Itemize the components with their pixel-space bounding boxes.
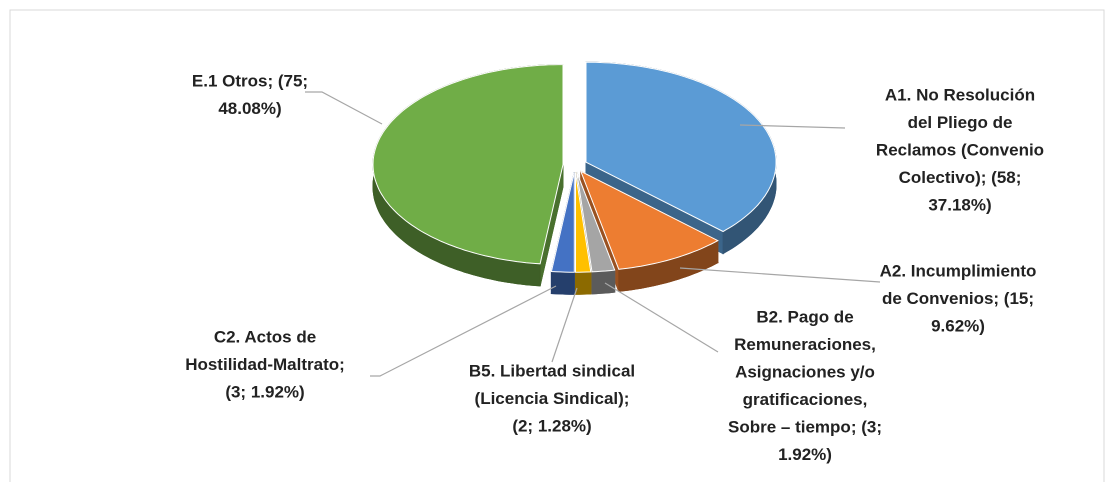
slice	[576, 171, 616, 273]
leader-line	[604, 282, 719, 353]
slice-outer-wall	[591, 269, 616, 295]
slice	[575, 172, 592, 273]
data-label: A1. No Resolución	[885, 85, 1035, 104]
data-label: Reclamos (Convenio	[876, 140, 1044, 159]
data-label: (3; 1.92%)	[225, 382, 304, 401]
leader-line	[305, 91, 383, 125]
data-label: gratificaciones,	[743, 390, 868, 409]
data-label: E.1 Otros; (75;	[192, 71, 308, 90]
leader-line	[370, 285, 557, 377]
data-label: Sobre – tiempo; (3;	[728, 417, 882, 436]
slice	[550, 172, 575, 273]
data-label: de Convenios; (15;	[882, 289, 1034, 308]
pie-tops	[372, 61, 777, 273]
slice-outer-wall	[550, 270, 575, 295]
slice	[372, 64, 564, 265]
data-label: Asignaciones y/o	[735, 362, 875, 381]
data-label: C2. Actos de	[214, 327, 316, 346]
data-label: del Pliego de	[908, 113, 1013, 132]
data-label: 1.92%)	[778, 445, 832, 464]
data-label: 37.18%)	[928, 195, 991, 214]
data-label: Hostilidad-Maltrato;	[185, 355, 345, 374]
data-label: B5. Libertad sindical	[469, 361, 635, 380]
slice	[585, 61, 777, 233]
slice-outer-wall	[575, 271, 592, 295]
data-label: 48.08%)	[218, 99, 281, 118]
slice	[579, 170, 719, 270]
data-label: 9.62%)	[931, 316, 985, 335]
data-label: Colectivo); (58;	[899, 168, 1022, 187]
data-label: (Licencia Sindical);	[475, 389, 630, 408]
leader-line	[739, 124, 846, 129]
data-label: B2. Pago de	[756, 307, 853, 326]
leader-line	[551, 287, 578, 363]
data-label: A2. Incumplimiento	[880, 261, 1037, 280]
leader-line	[679, 267, 881, 283]
data-label: Remuneraciones,	[734, 335, 876, 354]
data-label: (2; 1.28%)	[512, 416, 591, 435]
